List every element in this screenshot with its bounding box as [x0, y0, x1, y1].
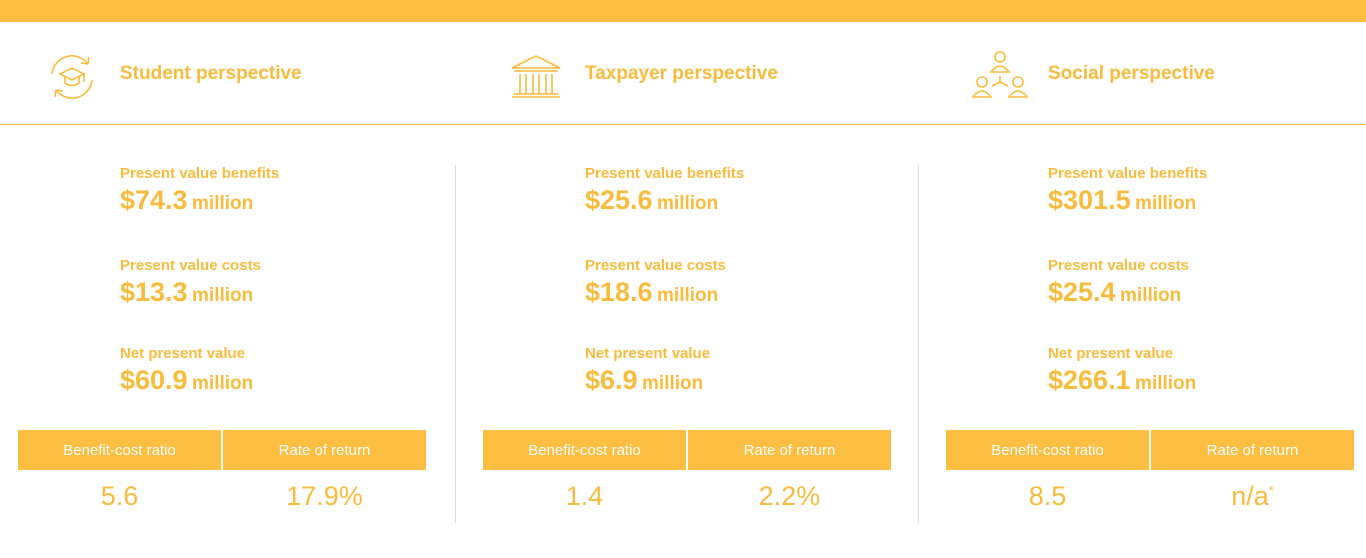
metric-value: $301.5 million	[1048, 185, 1196, 216]
metric-label: Present value benefits	[585, 165, 745, 182]
table-value: 17.9%	[223, 481, 426, 512]
divider	[918, 165, 919, 523]
metric-unit: million	[192, 285, 254, 306]
table-value-text: 5.6	[100, 481, 139, 511]
metric-label: Present value costs	[585, 257, 726, 274]
metric-amount: $266.1	[1048, 365, 1131, 395]
table-value-text: 1.4	[565, 481, 604, 511]
metric-label: Present value costs	[1048, 257, 1189, 274]
social-icon	[971, 51, 1029, 98]
metric-amount: $301.5	[1048, 185, 1131, 215]
metric-unit: million	[657, 193, 719, 214]
metric-value: $6.9 million	[585, 365, 703, 396]
perspective-title: Taxpayer perspective	[585, 63, 778, 84]
metric-value: $60.9 million	[120, 365, 253, 396]
metric-unit: million	[657, 285, 719, 306]
table-value: n/a*	[1151, 481, 1354, 512]
metric-value: $18.6 million	[585, 277, 718, 308]
metric-amount: $25.6	[585, 185, 653, 215]
metric-unit: million	[1120, 285, 1182, 306]
student-icon	[51, 55, 93, 99]
table-value: 1.4	[483, 481, 686, 512]
divider	[455, 165, 456, 523]
top-bar	[0, 0, 1366, 22]
table-value-text: 2.2%	[758, 481, 821, 511]
table-value-text: 8.5	[1028, 481, 1067, 511]
taxpayer-icon	[511, 55, 561, 98]
metric-value: $74.3 million	[120, 185, 253, 216]
metric-unit: million	[642, 373, 704, 394]
perspective-title: Student perspective	[120, 63, 302, 84]
table-header: Benefit-cost ratio	[946, 430, 1149, 470]
metric-label: Net present value	[585, 345, 711, 362]
metric-amount: $25.4	[1048, 277, 1116, 307]
metric-value: $25.6 million	[585, 185, 718, 216]
metric-label: Present value benefits	[120, 165, 280, 182]
metric-amount: $6.9	[585, 365, 638, 395]
metric-label: Present value benefits	[1048, 165, 1208, 182]
metric-value: $13.3 million	[120, 277, 253, 308]
metric-label: Net present value	[120, 345, 246, 362]
metric-unit: million	[1135, 193, 1197, 214]
metric-unit: million	[192, 373, 254, 394]
metric-amount: $60.9	[120, 365, 188, 395]
table-header: Rate of return	[223, 430, 426, 470]
metric-amount: $13.3	[120, 277, 188, 307]
metric-unit: million	[1135, 373, 1197, 394]
table-header: Rate of return	[1151, 430, 1354, 470]
metric-amount: $74.3	[120, 185, 188, 215]
metric-unit: million	[192, 193, 254, 214]
perspective-title: Social perspective	[1048, 63, 1215, 84]
table-header: Rate of return	[688, 430, 891, 470]
table-value-text: n/a	[1231, 481, 1269, 511]
table-header: Benefit-cost ratio	[18, 430, 221, 470]
metric-value: $266.1 million	[1048, 365, 1196, 396]
table-value: 5.6	[18, 481, 221, 512]
table-value: 2.2%	[688, 481, 891, 512]
metric-label: Present value costs	[120, 257, 261, 274]
header-rule	[0, 124, 1366, 125]
metric-amount: $18.6	[585, 277, 653, 307]
table-header: Benefit-cost ratio	[483, 430, 686, 470]
metric-value: $25.4 million	[1048, 277, 1181, 308]
table-value: 8.5	[946, 481, 1149, 512]
metric-label: Net present value	[1048, 345, 1174, 362]
footnote-mark: *	[1268, 483, 1274, 498]
table-value-text: 17.9%	[286, 481, 363, 511]
